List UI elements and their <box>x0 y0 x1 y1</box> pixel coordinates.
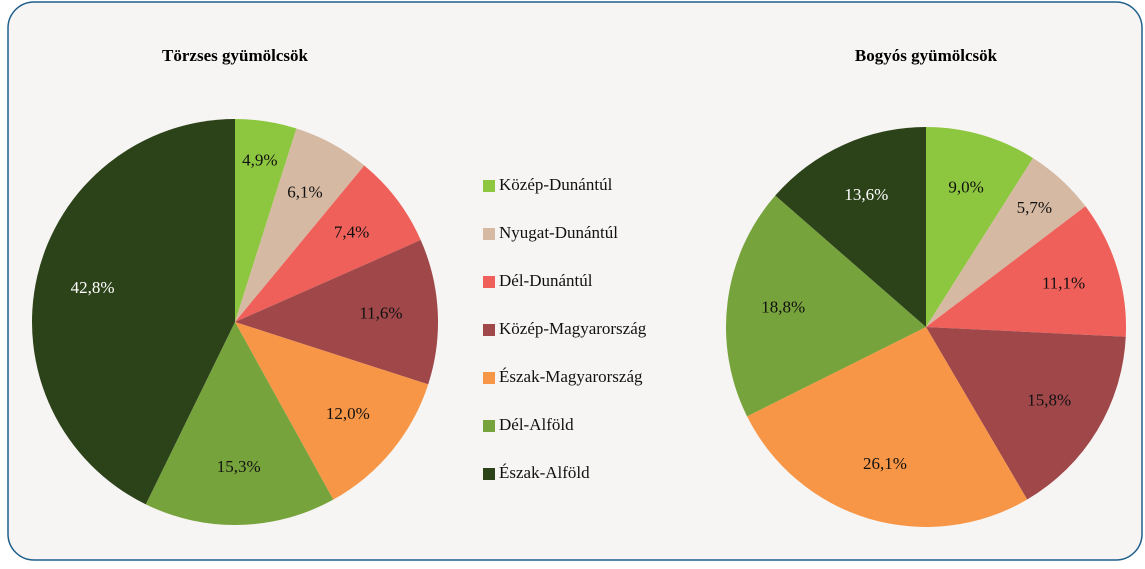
data-label: 11,6% <box>359 303 402 322</box>
data-label: 18,8% <box>761 298 805 317</box>
pie-slice <box>926 206 1127 337</box>
data-label: 4,9% <box>242 150 277 169</box>
data-label: 15,8% <box>1027 390 1071 409</box>
data-label: 42,8% <box>71 278 115 297</box>
legend-label: Közép-Dunántúl <box>499 175 613 194</box>
pie-slice <box>747 327 1028 527</box>
legend-label: Dél-Dunántúl <box>499 271 593 290</box>
pie-slice <box>31 119 235 505</box>
pie-slice <box>775 127 926 327</box>
legend-label: Észak-Alföld <box>499 463 590 482</box>
legend-swatch <box>483 468 495 480</box>
data-label: 6,1% <box>287 183 322 202</box>
pie-slice <box>235 119 297 322</box>
data-label: 7,4% <box>334 223 369 242</box>
legend-swatch <box>483 372 495 384</box>
chart-title: Törzses gyümölcsök <box>162 46 308 65</box>
pie-slice <box>235 322 429 500</box>
pie-slice <box>235 239 438 385</box>
pie-slice <box>926 158 1086 327</box>
data-label: 26,1% <box>863 454 907 473</box>
pie-slice <box>926 127 1034 327</box>
legend-swatch <box>483 228 495 240</box>
data-label: 15,3% <box>217 457 261 476</box>
data-label: 11,1% <box>1042 273 1085 292</box>
legend-label: Nyugat-Dunántúl <box>499 223 618 242</box>
legend-label: Közép-Magyarország <box>499 319 647 338</box>
data-label: 12,0% <box>326 404 370 423</box>
chart-title: Bogyós gyümölcsök <box>855 46 998 65</box>
pie-slice <box>926 327 1126 500</box>
legend-swatch <box>483 324 495 336</box>
legend-swatch <box>483 420 495 432</box>
pie-slice <box>235 165 421 322</box>
pie-slice <box>235 128 365 322</box>
data-label: 9,0% <box>948 178 983 197</box>
data-label: 5,7% <box>1017 198 1052 217</box>
pie-slice <box>145 322 334 525</box>
legend-label: Észak-Magyarország <box>499 367 643 386</box>
data-label: 13,6% <box>844 185 888 204</box>
legend-swatch <box>483 276 495 288</box>
pie-slice <box>726 195 926 417</box>
legend-swatch <box>483 180 495 192</box>
legend-label: Dél-Alföld <box>499 415 574 434</box>
